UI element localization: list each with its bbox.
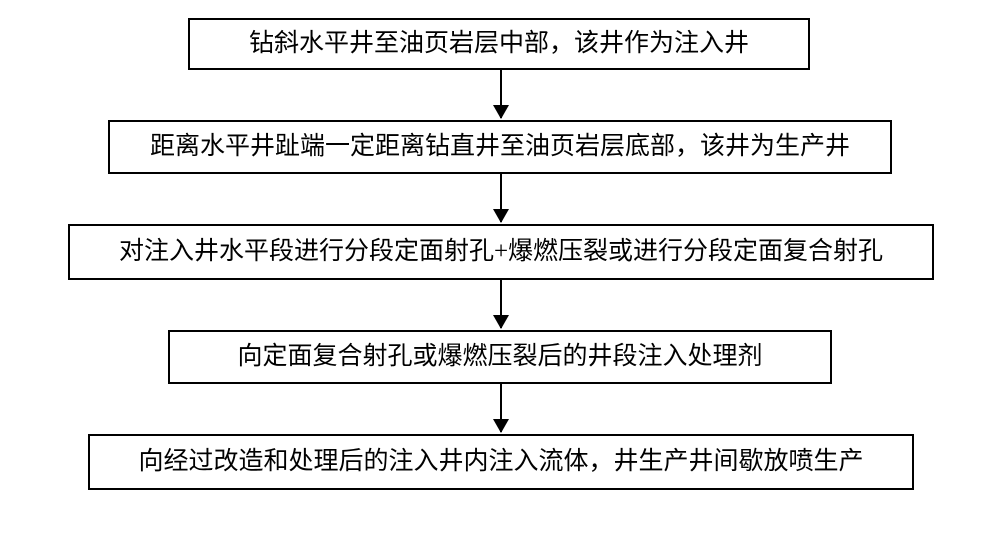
flow-node-1: 钻斜水平井至油页岩层中部，该井作为注入井: [188, 18, 810, 70]
flowchart-canvas: 钻斜水平井至油页岩层中部，该井作为注入井 距离水平井趾端一定距离钻直井至油页岩层…: [0, 0, 1000, 539]
flow-node-5-label: 向经过改造和处理后的注入井内注入流体，井生产井间歇放喷生产: [138, 446, 863, 479]
flow-node-4-label: 向定面复合射孔或爆燃压裂后的井段注入处理剂: [237, 341, 762, 374]
flow-node-3: 对注入井水平段进行分段定面射孔+爆燃压裂或进行分段定面复合射孔: [68, 224, 934, 280]
flow-arrow-4: [500, 384, 502, 432]
flow-node-4: 向定面复合射孔或爆燃压裂后的井段注入处理剂: [168, 330, 832, 384]
flow-node-3-label: 对注入井水平段进行分段定面射孔+爆燃压裂或进行分段定面复合射孔: [119, 236, 883, 269]
flow-arrow-3: [500, 280, 502, 328]
flow-arrow-2: [500, 174, 502, 222]
flow-node-2: 距离水平井趾端一定距离钻直井至油页岩层底部，该井为生产井: [108, 120, 892, 174]
flow-arrow-1: [500, 70, 502, 118]
flow-node-1-label: 钻斜水平井至油页岩层中部，该井作为注入井: [249, 28, 749, 61]
flow-node-2-label: 距离水平井趾端一定距离钻直井至油页岩层底部，该井为生产井: [150, 131, 850, 164]
flow-node-5: 向经过改造和处理后的注入井内注入流体，井生产井间歇放喷生产: [88, 434, 914, 490]
